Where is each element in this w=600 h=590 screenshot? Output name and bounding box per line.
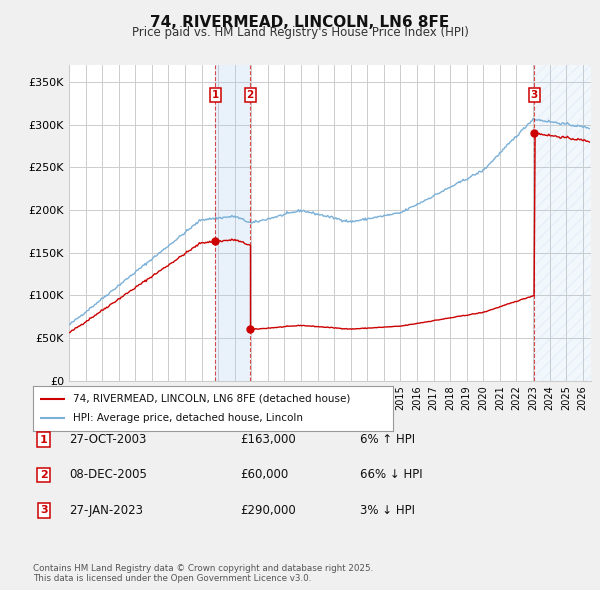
Text: 27-OCT-2003: 27-OCT-2003 — [69, 433, 146, 446]
Text: 1: 1 — [212, 90, 219, 100]
Text: 2: 2 — [247, 90, 254, 100]
Text: Contains HM Land Registry data © Crown copyright and database right 2025.
This d: Contains HM Land Registry data © Crown c… — [33, 563, 373, 583]
Text: 1: 1 — [40, 435, 47, 444]
Bar — [215, 65, 250, 381]
Text: 3: 3 — [40, 506, 47, 515]
Bar — [534, 65, 591, 381]
Text: £290,000: £290,000 — [240, 504, 296, 517]
Text: £60,000: £60,000 — [240, 468, 288, 481]
Text: 74, RIVERMEAD, LINCOLN, LN6 8FE: 74, RIVERMEAD, LINCOLN, LN6 8FE — [151, 15, 449, 30]
Text: £163,000: £163,000 — [240, 433, 296, 446]
Text: 3: 3 — [530, 90, 538, 100]
Text: HPI: Average price, detached house, Lincoln: HPI: Average price, detached house, Linc… — [73, 414, 302, 423]
Text: 3% ↓ HPI: 3% ↓ HPI — [360, 504, 415, 517]
Text: 08-DEC-2005: 08-DEC-2005 — [69, 468, 147, 481]
Text: 27-JAN-2023: 27-JAN-2023 — [69, 504, 143, 517]
Text: 66% ↓ HPI: 66% ↓ HPI — [360, 468, 422, 481]
Text: 6% ↑ HPI: 6% ↑ HPI — [360, 433, 415, 446]
Text: Price paid vs. HM Land Registry's House Price Index (HPI): Price paid vs. HM Land Registry's House … — [131, 26, 469, 39]
Text: 74, RIVERMEAD, LINCOLN, LN6 8FE (detached house): 74, RIVERMEAD, LINCOLN, LN6 8FE (detache… — [73, 394, 350, 404]
Text: 2: 2 — [40, 470, 47, 480]
